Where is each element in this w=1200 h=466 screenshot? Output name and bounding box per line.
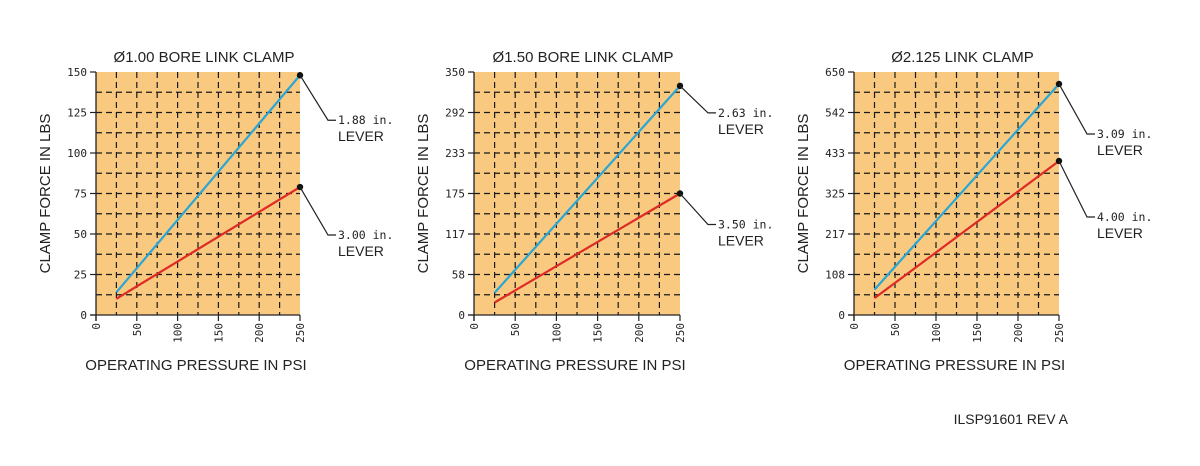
- chart-2: 0 58 117 175 233 292 350 0 50 100 150 200 250 Ø1.50 B…: [415, 49, 773, 374]
- x-axis-label: OPERATING PRESSURE IN PSI: [844, 357, 1065, 374]
- x-tick-label: 0: [468, 323, 481, 330]
- x-tick-label: 0: [848, 323, 861, 330]
- series-line-red: [494, 192, 681, 304]
- chart-title: Ø2.125 LINK CLAMP: [891, 49, 1034, 66]
- x-tick-label: 50: [889, 323, 902, 336]
- x-tick-label: 200: [633, 323, 646, 343]
- callout-lever-label: LEVER: [338, 128, 384, 144]
- x-tick-label: 50: [131, 323, 144, 336]
- y-tick-label: 175: [445, 188, 465, 201]
- x-tick-label: 150: [971, 323, 984, 343]
- y-tick-label: 325: [825, 188, 845, 201]
- callout-lever-label: LEVER: [718, 121, 764, 137]
- y-tick-label: 217: [825, 228, 845, 241]
- x-tick-label: 250: [674, 323, 687, 343]
- callout-lever-size: 3.50 in.: [718, 218, 773, 232]
- y-tick-label: 75: [74, 188, 87, 201]
- callout-leader: [679, 85, 716, 114]
- callout-lever-size: 1.88 in.: [338, 113, 393, 127]
- x-tick-label: 100: [930, 323, 943, 343]
- chart-3: 0 108 217 325 433 542 650 0 50 100 150 200 250 Ø2.125…: [795, 49, 1152, 374]
- y-tick-label: 150: [67, 66, 87, 79]
- y-tick-label: 0: [458, 309, 465, 322]
- x-tick-label: 50: [509, 323, 522, 336]
- y-tick-label: 0: [838, 309, 845, 322]
- y-tick-label: 292: [445, 107, 465, 120]
- callout-lever-label: LEVER: [718, 233, 764, 249]
- x-tick-label: 200: [253, 323, 266, 343]
- y-axis-label: CLAMP FORCE IN LBS: [795, 114, 812, 274]
- x-tick-label: 150: [592, 323, 605, 343]
- x-tick-label: 100: [172, 323, 185, 343]
- callout-lever-size: 2.63 in.: [718, 106, 773, 120]
- y-tick-label: 233: [445, 147, 465, 160]
- y-tick-label: 50: [74, 228, 87, 241]
- callout-leader: [679, 193, 716, 226]
- y-tick-label: 350: [445, 66, 465, 79]
- y-tick-label: 58: [452, 269, 465, 282]
- y-tick-label: 433: [825, 147, 845, 160]
- y-tick-label: 117: [445, 228, 465, 241]
- callout-lever-size: 4.00 in.: [1097, 210, 1152, 224]
- x-tick-label: 0: [90, 323, 103, 330]
- y-tick-label: 25: [74, 269, 87, 282]
- y-tick-label: 0: [80, 309, 87, 322]
- chart-1: 0 25 50 75 100 125 150 0 50 100 150 200 250 Ø1.00 BOR…: [37, 49, 393, 374]
- y-axis-label: CLAMP FORCE IN LBS: [415, 114, 432, 274]
- callout-leader: [1058, 160, 1095, 218]
- series-line-red: [873, 160, 1060, 300]
- x-tick-label: 200: [1012, 323, 1025, 343]
- series-line-blue: [873, 83, 1060, 291]
- series-line-blue: [493, 85, 681, 294]
- callout-lever-label: LEVER: [338, 243, 384, 259]
- y-tick-label: 125: [67, 107, 87, 120]
- x-tick-label: 100: [550, 323, 563, 343]
- callout-lever-label: LEVER: [1097, 225, 1143, 241]
- x-tick-label: 150: [212, 323, 225, 343]
- chart-title: Ø1.50 BORE LINK CLAMP: [493, 49, 674, 66]
- callout-lever-label: LEVER: [1097, 142, 1143, 158]
- y-tick-label: 650: [825, 66, 845, 79]
- chart-title: Ø1.00 BORE LINK CLAMP: [114, 49, 295, 66]
- x-tick-label: 250: [1053, 323, 1066, 343]
- x-axis-label: OPERATING PRESSURE IN PSI: [85, 357, 306, 374]
- callout-lever-size: 3.09 in.: [1097, 127, 1152, 141]
- y-axis-label: CLAMP FORCE IN LBS: [37, 114, 54, 274]
- y-tick-label: 542: [825, 107, 845, 120]
- series-line-red: [115, 186, 301, 300]
- y-tick-label: 108: [825, 269, 845, 282]
- document-id-footer: ILSP91601 REV A: [954, 411, 1069, 427]
- callout-leader: [299, 74, 336, 121]
- callout-leader: [299, 186, 336, 236]
- y-tick-label: 100: [67, 147, 87, 160]
- callout-lever-size: 3.00 in.: [338, 228, 393, 242]
- callout-leader: [1058, 83, 1095, 135]
- x-tick-label: 250: [294, 323, 307, 343]
- x-axis-label: OPERATING PRESSURE IN PSI: [464, 357, 685, 374]
- series-line-blue: [115, 74, 301, 294]
